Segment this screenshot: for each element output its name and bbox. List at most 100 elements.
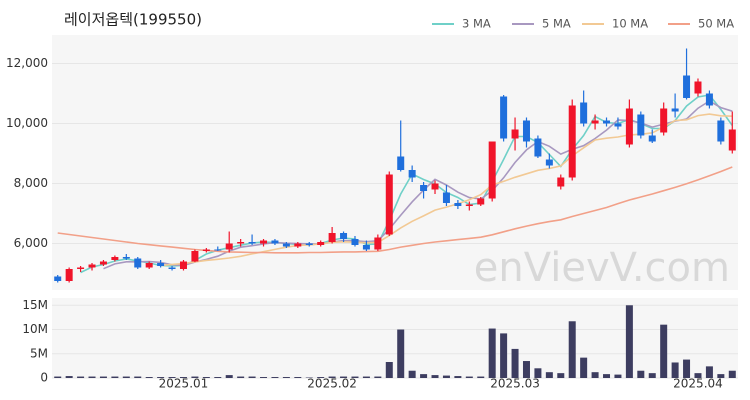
candle-body bbox=[271, 240, 279, 244]
volume-bar bbox=[534, 368, 542, 378]
volume-bar bbox=[340, 376, 348, 378]
candle-body bbox=[671, 108, 679, 112]
volume-bar bbox=[65, 376, 73, 378]
candle-body bbox=[705, 93, 713, 106]
volume-bar bbox=[568, 321, 576, 378]
volume-bar bbox=[420, 374, 428, 378]
legend-label: 50 MA bbox=[698, 17, 734, 31]
candle-body bbox=[260, 240, 268, 244]
candle-body bbox=[225, 243, 233, 250]
candle-body bbox=[157, 263, 165, 266]
volume-bar bbox=[271, 377, 279, 378]
volume-bar bbox=[511, 348, 519, 378]
legend-label: 5 MA bbox=[542, 17, 571, 31]
legend-label: 3 MA bbox=[462, 17, 491, 31]
volume-bar bbox=[260, 377, 268, 378]
volume-bar bbox=[625, 305, 633, 378]
volume-bar bbox=[294, 377, 302, 378]
candle-body bbox=[603, 120, 611, 124]
candle-body bbox=[305, 243, 313, 245]
candle-body bbox=[385, 174, 393, 235]
candle-body bbox=[65, 269, 73, 281]
candle-body bbox=[522, 120, 530, 142]
volume-bar bbox=[385, 362, 393, 378]
candle-body bbox=[54, 276, 62, 281]
candle-body bbox=[294, 243, 302, 247]
volume-bar bbox=[99, 376, 107, 378]
x-tick-label: 2025.02 bbox=[307, 377, 357, 391]
watermark: enVievV.com bbox=[474, 245, 730, 291]
candle-body bbox=[328, 233, 336, 242]
volume-bar bbox=[477, 376, 485, 378]
candle-body bbox=[122, 257, 130, 259]
y-tick-label: 8,000 bbox=[14, 176, 48, 190]
volume-bar bbox=[134, 376, 142, 378]
candle-body bbox=[282, 243, 290, 247]
volume-bar bbox=[248, 376, 256, 378]
volume-bar bbox=[282, 377, 290, 378]
volume-panel bbox=[52, 298, 738, 378]
candle-body bbox=[431, 183, 439, 190]
candle-body bbox=[717, 120, 725, 142]
volume-bar bbox=[500, 333, 508, 378]
candle-body bbox=[248, 242, 256, 244]
volume-bar bbox=[88, 376, 96, 378]
candle-body bbox=[660, 108, 668, 133]
y-tick-label: 12,000 bbox=[6, 56, 48, 70]
volume-bar bbox=[522, 361, 530, 378]
candle-body bbox=[362, 245, 370, 250]
candle-body bbox=[179, 261, 187, 269]
candle-body bbox=[237, 242, 245, 244]
candle-body bbox=[351, 239, 359, 245]
candle-body bbox=[477, 198, 485, 205]
candle-body bbox=[168, 267, 176, 269]
candle-body bbox=[500, 96, 508, 139]
x-tick-label: 2025.01 bbox=[159, 377, 209, 391]
candle-body bbox=[77, 267, 85, 269]
volume-bar bbox=[317, 377, 325, 378]
candle-body bbox=[694, 81, 702, 94]
volume-bar bbox=[179, 377, 187, 378]
candle-body bbox=[111, 257, 119, 260]
volume-bar bbox=[694, 373, 702, 378]
volume-bar bbox=[488, 328, 496, 378]
volume-bar bbox=[637, 370, 645, 378]
volume-bar bbox=[374, 376, 382, 378]
volume-bar bbox=[671, 362, 679, 378]
y-tick-label: 10,000 bbox=[6, 116, 48, 130]
volume-bar bbox=[717, 374, 725, 378]
y-tick-label: 0 bbox=[40, 371, 48, 385]
candle-body bbox=[637, 114, 645, 136]
volume-bar bbox=[660, 324, 668, 378]
candle-body bbox=[408, 170, 416, 178]
candle-body bbox=[317, 242, 325, 245]
volume-bar bbox=[157, 377, 165, 378]
x-tick-label: 2025.03 bbox=[490, 377, 540, 391]
chart-title: 레이저옵텍(199550) bbox=[64, 11, 202, 29]
candle-body bbox=[614, 123, 622, 127]
candle-body bbox=[465, 204, 473, 206]
volume-bar bbox=[431, 375, 439, 378]
candle-body bbox=[202, 249, 210, 251]
volume-bar bbox=[351, 376, 359, 378]
candle-body bbox=[534, 138, 542, 157]
volume-bar bbox=[168, 377, 176, 378]
volume-bar bbox=[705, 366, 713, 378]
candle-body bbox=[728, 129, 736, 151]
candle-body bbox=[340, 233, 348, 239]
volume-bar bbox=[545, 372, 553, 378]
candle-body bbox=[214, 249, 222, 251]
volume-bar bbox=[454, 376, 462, 378]
candle-body bbox=[488, 141, 496, 199]
volume-bar bbox=[408, 370, 416, 378]
volume-bar bbox=[202, 377, 210, 378]
volume-bar bbox=[122, 376, 130, 378]
candle-body bbox=[625, 108, 633, 145]
volume-bar bbox=[728, 370, 736, 378]
volume-bar bbox=[111, 376, 119, 378]
candle-body bbox=[442, 192, 450, 203]
y-tick-label: 5M bbox=[30, 346, 48, 360]
candle-body bbox=[568, 105, 576, 178]
y-tick-label: 6,000 bbox=[14, 236, 48, 250]
candle-body bbox=[580, 102, 588, 124]
